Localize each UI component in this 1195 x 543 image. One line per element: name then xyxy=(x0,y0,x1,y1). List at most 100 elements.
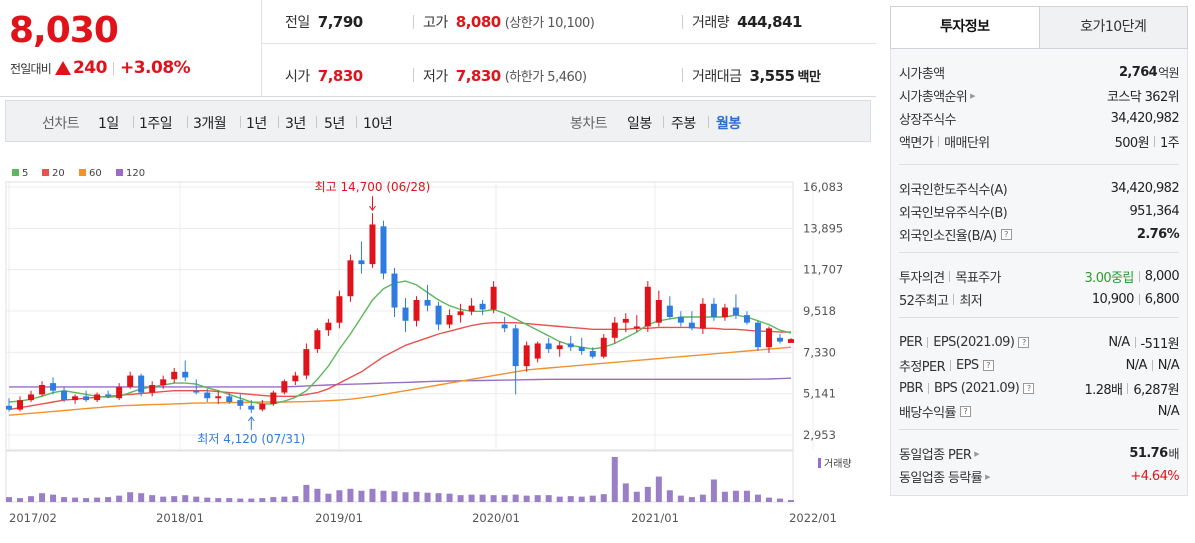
per-value: N/A xyxy=(1108,335,1130,350)
volume-bar xyxy=(600,494,607,502)
period-10y[interactable]: 10년 xyxy=(363,116,393,132)
upper-limit: (상한가 10,100) xyxy=(504,16,595,31)
est-eps-label: EPS xyxy=(956,358,979,373)
volume: 거래량 444,841 xyxy=(692,12,802,32)
candle-monthly[interactable]: 월봉 xyxy=(716,116,741,132)
market-cap-row: 시가총액 2,764 억원 xyxy=(899,61,1180,84)
volume-bar xyxy=(435,493,442,502)
candle-body xyxy=(721,307,728,318)
candle-body xyxy=(633,326,640,329)
candle-body xyxy=(788,339,794,343)
candle-body xyxy=(6,405,12,410)
period-5y[interactable]: 5년 xyxy=(324,116,345,132)
volume-bar xyxy=(138,493,145,502)
candle-body xyxy=(743,315,750,323)
bps-label: BPS (2021.09) xyxy=(934,381,1020,396)
tab-invest-info[interactable]: 투자정보 xyxy=(891,7,1039,48)
help-icon[interactable]: ? xyxy=(1018,337,1030,348)
foreign-ratio-row: 외국인소진율(B/A)? 2.76% xyxy=(899,223,1180,246)
candle-body xyxy=(380,226,387,274)
help-icon[interactable]: ? xyxy=(1000,229,1012,240)
y-tick-label: 9,518 xyxy=(803,304,836,318)
dividend-label: 배당수익률 xyxy=(899,406,956,421)
foreign-limit-row: 외국인한도주식수(A) 34,420,982 xyxy=(899,177,1180,200)
candle-body xyxy=(523,345,530,367)
volume-bar xyxy=(204,497,211,502)
sector-change-row[interactable]: 동일업종 등락률 ▶ +4.64% xyxy=(899,465,1180,488)
divider xyxy=(682,15,683,29)
volume-bar xyxy=(281,496,288,502)
y-tick-label: 2,953 xyxy=(803,428,836,442)
candle-body xyxy=(314,330,321,350)
volume-bar xyxy=(402,492,409,502)
candle-body xyxy=(600,337,607,357)
volume-bar xyxy=(292,496,299,502)
candle-body xyxy=(776,337,783,342)
market-cap-rank-row[interactable]: 시가총액순위 ▶ 코스닥 362위 xyxy=(899,84,1180,107)
divider xyxy=(240,116,241,128)
volume-bar xyxy=(699,494,706,502)
candles xyxy=(6,213,794,413)
help-icon[interactable]: ? xyxy=(1023,383,1035,394)
x-tick-label: 2021/01 xyxy=(631,511,679,525)
volume-bar xyxy=(171,496,178,502)
listed-shares-label: 상장주식수 xyxy=(899,113,956,128)
y-tick-label: 16,083 xyxy=(803,180,843,194)
period-1d[interactable]: 1일 xyxy=(98,116,119,132)
candle-body xyxy=(699,303,706,329)
sector-per-unit: 배 xyxy=(1168,447,1180,461)
candle-body xyxy=(446,315,453,325)
candle-body xyxy=(28,394,35,401)
period-3y[interactable]: 3년 xyxy=(285,116,306,132)
candle-body xyxy=(589,351,596,357)
eps-label: EPS(2021.09) xyxy=(933,335,1015,350)
tab-orderbook[interactable]: 호가10단계 xyxy=(1038,7,1187,48)
chevron-right-icon[interactable]: ▶ xyxy=(985,472,990,481)
trade-amount: 거래대금 3,555 백만 xyxy=(692,66,821,86)
prev-close-label: 전일 xyxy=(285,15,310,31)
candle-body xyxy=(501,324,508,329)
down-arrow-icon xyxy=(369,205,376,211)
low-value: 7,830 xyxy=(455,67,501,85)
candle-body xyxy=(413,300,420,321)
stock-chart[interactable]: 5 20 60 120 16,083 13,895 11,707 9,518 7,330 5,1… xyxy=(0,160,876,543)
candle-body xyxy=(336,296,343,323)
divider xyxy=(278,116,279,128)
candle-body xyxy=(259,403,266,410)
week52-high-label: 52주최고 xyxy=(899,294,949,309)
volume-bar xyxy=(765,497,772,502)
chevron-right-icon[interactable]: ▶ xyxy=(970,91,975,100)
chevron-right-icon[interactable]: ▶ xyxy=(974,449,980,458)
volume-bar xyxy=(721,491,728,502)
target-price-value: 8,000 xyxy=(1144,269,1180,284)
volume-bar xyxy=(127,492,134,502)
candle-body xyxy=(666,305,673,318)
help-icon[interactable]: ? xyxy=(982,360,994,371)
chart-annotations: 최고 14,700 (06/28) 최저 4,120 (07/31) xyxy=(197,180,430,446)
legend-swatch xyxy=(79,169,86,176)
help-icon[interactable]: ? xyxy=(959,406,971,417)
volume-bar xyxy=(270,497,277,502)
period-1y[interactable]: 1년 xyxy=(246,116,267,132)
info-tabs: 투자정보 호가10단계 xyxy=(890,6,1188,49)
volume-bar xyxy=(644,486,651,502)
volume-bar xyxy=(501,495,508,502)
valuation-group: PER EPS(2021.09)? N/A -511원 추정PER EPS? N/A N… xyxy=(899,325,1180,430)
candle-body xyxy=(402,307,409,321)
candle-body xyxy=(435,305,442,325)
divider xyxy=(708,116,709,128)
candle-body xyxy=(457,311,464,316)
week52-low-value: 6,800 xyxy=(1144,292,1180,307)
candle-body xyxy=(116,386,123,399)
x-axis: 2017/02 2018/01 2019/01 2020/01 2021/01 2022/… xyxy=(9,511,837,525)
candle-daily[interactable]: 일봉 xyxy=(627,116,652,132)
period-1w[interactable]: 1주일 xyxy=(139,116,173,132)
candle-body xyxy=(622,318,629,323)
invest-info-panel: 시가총액 2,764 억원 시가총액순위 ▶ 코스닥 362위 상장주식수 34,4… xyxy=(890,49,1188,496)
volume-bar xyxy=(545,495,552,502)
sector-group: 동일업종 PER ▶ 51.76 배 동일업종 등락률 ▶ +4.64% xyxy=(899,439,1180,489)
volume-bar xyxy=(479,494,486,502)
period-3m[interactable]: 3개월 xyxy=(193,116,227,132)
sector-per-row[interactable]: 동일업종 PER ▶ 51.76 배 xyxy=(899,442,1180,465)
candle-weekly[interactable]: 주봉 xyxy=(671,116,696,132)
